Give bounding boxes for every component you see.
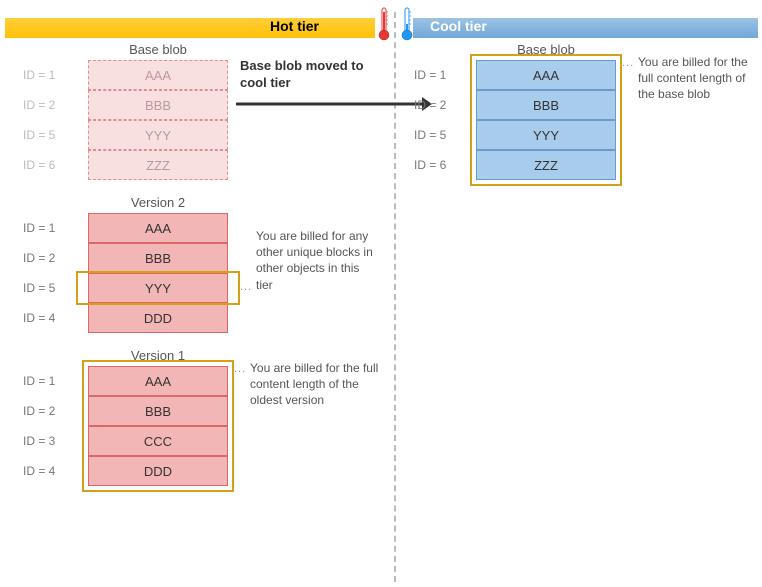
id-label: ID = 2 — [414, 98, 446, 112]
cell: ZZZ — [88, 150, 228, 180]
cell: AAA — [88, 213, 228, 243]
id-label: ID = 2 — [23, 251, 55, 265]
id-label: ID = 3 — [23, 434, 55, 448]
cell: AAA — [88, 60, 228, 90]
cell: DDD — [88, 456, 228, 486]
hot-tier-bar — [5, 18, 375, 38]
diagram-root: Hot tier Cool tier Base blob moved to co… — [0, 0, 762, 587]
leader-dots: ... — [240, 281, 252, 293]
cell: BBB — [88, 90, 228, 120]
id-label: ID = 2 — [23, 404, 55, 418]
cell: BBB — [476, 90, 616, 120]
id-label: ID = 1 — [23, 221, 55, 235]
annotation-v2: You are billed for any other unique bloc… — [256, 228, 376, 293]
cell: ZZZ — [476, 150, 616, 180]
id-label: ID = 4 — [23, 311, 55, 325]
cell: BBB — [88, 396, 228, 426]
cell: YYY — [88, 273, 228, 303]
cool-tier-label: Cool tier — [430, 18, 487, 34]
annotation-cool: You are billed for the full content leng… — [638, 54, 758, 103]
id-label: ID = 6 — [414, 158, 446, 172]
cell: AAA — [88, 366, 228, 396]
id-label: ID = 1 — [414, 68, 446, 82]
id-label: ID = 1 — [23, 374, 55, 388]
cell: YYY — [88, 120, 228, 150]
leader-dots: ... — [622, 57, 634, 69]
thermometer-cool-icon — [400, 6, 414, 42]
id-label: ID = 4 — [23, 464, 55, 478]
id-label: ID = 5 — [414, 128, 446, 142]
arrow-caption: Base blob moved to cool tier — [240, 58, 380, 92]
id-label: ID = 5 — [23, 128, 55, 142]
v1-title: Version 1 — [88, 348, 228, 363]
cell: DDD — [88, 303, 228, 333]
cell: CCC — [88, 426, 228, 456]
cool-base-title: Base blob — [476, 42, 616, 57]
hot-base-title: Base blob — [88, 42, 228, 57]
id-label: ID = 1 — [23, 68, 55, 82]
move-arrow-icon — [236, 94, 432, 114]
cell: AAA — [476, 60, 616, 90]
leader-dots: ... — [234, 363, 246, 375]
id-label: ID = 2 — [23, 98, 55, 112]
cell: BBB — [88, 243, 228, 273]
v2-title: Version 2 — [88, 195, 228, 210]
annotation-v1: You are billed for the full content leng… — [250, 360, 380, 409]
hot-tier-label: Hot tier — [270, 18, 319, 34]
id-label: ID = 5 — [23, 281, 55, 295]
id-label: ID = 6 — [23, 158, 55, 172]
thermometer-hot-icon — [377, 6, 391, 42]
cell: YYY — [476, 120, 616, 150]
